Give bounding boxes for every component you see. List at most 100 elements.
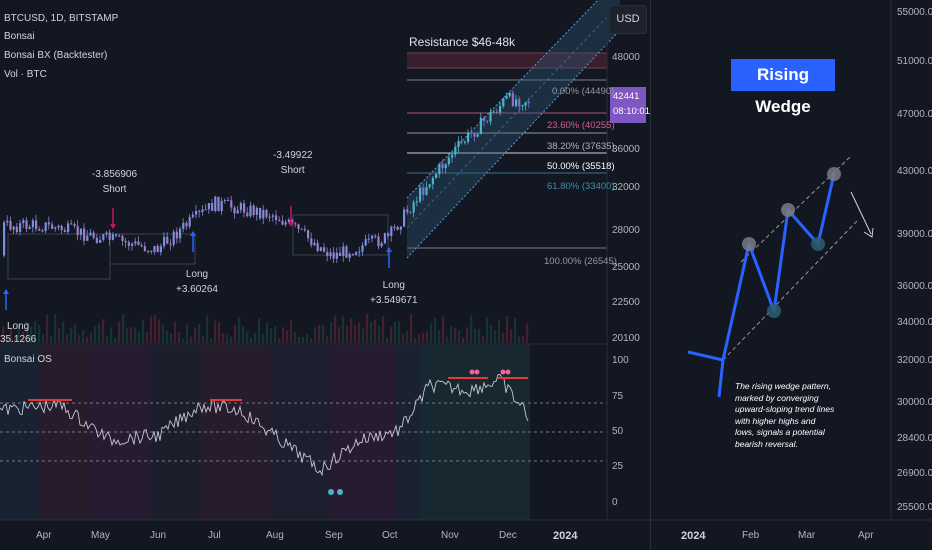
- volume-bar: [490, 325, 493, 343]
- fib-label: 50.00% (35518): [547, 161, 615, 172]
- candle-body: [483, 117, 486, 121]
- candle-body: [38, 229, 41, 231]
- candle-body: [223, 200, 226, 202]
- volume-bar: [506, 315, 509, 343]
- volume-bar: [70, 327, 73, 343]
- volume-bar: [510, 329, 513, 343]
- volume-bar: [266, 322, 269, 343]
- indicator-bonsai-bx[interactable]: Bonsai BX (Backtester): [4, 50, 108, 61]
- osc-tick: 75: [612, 391, 624, 402]
- candle-body: [467, 132, 470, 142]
- candle-body: [377, 236, 380, 247]
- candle-body: [380, 243, 383, 247]
- candle-body: [214, 196, 217, 211]
- signal-line2: Short: [280, 165, 305, 176]
- osc-dot: [505, 369, 511, 375]
- volume-bar: [250, 337, 253, 343]
- breakdown-arrow: [850, 191, 872, 235]
- volume-bar: [406, 330, 409, 343]
- candle-body: [35, 220, 38, 230]
- candle-body: [153, 245, 156, 252]
- candle-body: [246, 212, 249, 217]
- candle-body: [188, 217, 191, 227]
- candle-body: [406, 209, 409, 213]
- volume-bar: [334, 315, 337, 343]
- candle-body: [316, 242, 319, 251]
- candle-body: [339, 252, 342, 256]
- price-tick: 39000.0: [897, 229, 932, 240]
- candle-body: [147, 250, 150, 252]
- candle-body: [307, 230, 310, 239]
- volume-bar: [462, 337, 465, 343]
- volume-bar: [54, 314, 57, 343]
- symbol-line[interactable]: BTCUSD, 1D, BITSTAMP: [4, 13, 119, 24]
- fib-label: 100.00% (26545): [544, 256, 617, 267]
- signal-long-3: Long +3.549671: [370, 278, 418, 308]
- volume-bar: [126, 327, 129, 343]
- indicator-volume[interactable]: Vol · BTC: [4, 69, 47, 80]
- candle-body: [179, 228, 182, 239]
- left-chart[interactable]: BTCUSD, 1D, BITSTAMP Bonsai Bonsai BX (B…: [0, 0, 650, 550]
- candle-body: [249, 205, 252, 217]
- indicator-bonsai[interactable]: Bonsai: [4, 31, 35, 42]
- candle-body: [198, 210, 201, 212]
- candle-body: [150, 250, 153, 252]
- osc-dot: [337, 489, 343, 495]
- fib-label: 61.80% (33400): [547, 181, 615, 192]
- candle-body: [364, 239, 367, 246]
- volume-bar: [386, 337, 389, 343]
- candle-body: [313, 242, 316, 246]
- osc-dot: [328, 489, 334, 495]
- candle-body: [182, 223, 185, 229]
- volume-bar: [430, 323, 433, 343]
- price-tick: 22500: [612, 297, 640, 308]
- price-tick: 36000.0: [897, 281, 932, 292]
- volume-bar: [398, 321, 401, 343]
- oscillator-title[interactable]: Bonsai OS: [4, 354, 52, 365]
- candle-body: [79, 228, 82, 235]
- volume-bar: [362, 327, 365, 343]
- volume-bar: [202, 335, 205, 343]
- candle-body: [60, 225, 63, 231]
- time-tick: Jul: [208, 530, 221, 541]
- candle-body: [387, 233, 390, 237]
- volume-bar: [38, 324, 41, 343]
- candle-body: [486, 120, 489, 122]
- volume-bar: [78, 335, 81, 343]
- currency-button[interactable]: USD: [609, 5, 647, 34]
- volume-bar: [234, 325, 237, 343]
- volume-bar: [246, 331, 249, 343]
- volume-bar: [498, 319, 501, 343]
- volume-bar: [206, 315, 209, 343]
- price-tick: 28400.0: [897, 433, 932, 444]
- volume-bar: [494, 330, 497, 343]
- signal-line2: 35.1266: [0, 334, 37, 345]
- candle-body: [28, 227, 31, 229]
- volume-bar: [522, 335, 525, 343]
- price-tick: 32000: [612, 182, 640, 193]
- candle-body: [524, 102, 527, 106]
- price-tick: 34000.0: [897, 317, 932, 328]
- price-tick: 55000.0: [897, 7, 932, 18]
- price-tick: 36000: [612, 144, 640, 155]
- candle-body: [262, 210, 265, 219]
- volume-bar: [150, 316, 153, 343]
- candle-body: [175, 231, 178, 239]
- range-box: [7, 233, 111, 280]
- volume-bar: [34, 321, 37, 343]
- volume-bar: [154, 314, 157, 343]
- right-chart[interactable]: Rising Wedge The rising wedge pattern, m…: [651, 0, 932, 550]
- candle-body: [70, 223, 73, 225]
- volume-bar: [198, 323, 201, 343]
- candle-body: [383, 233, 386, 244]
- volume-bar: [194, 327, 197, 343]
- volume-bar: [46, 314, 49, 343]
- candle-body: [412, 202, 415, 213]
- price-tick: 20100: [612, 333, 640, 344]
- volume-bar: [326, 335, 329, 343]
- resistance-label: Resistance $46-48k: [409, 35, 516, 49]
- candle-body: [444, 164, 447, 169]
- oscillator-band: [270, 345, 330, 520]
- volume-bar: [58, 328, 61, 343]
- volume-bar: [270, 328, 273, 343]
